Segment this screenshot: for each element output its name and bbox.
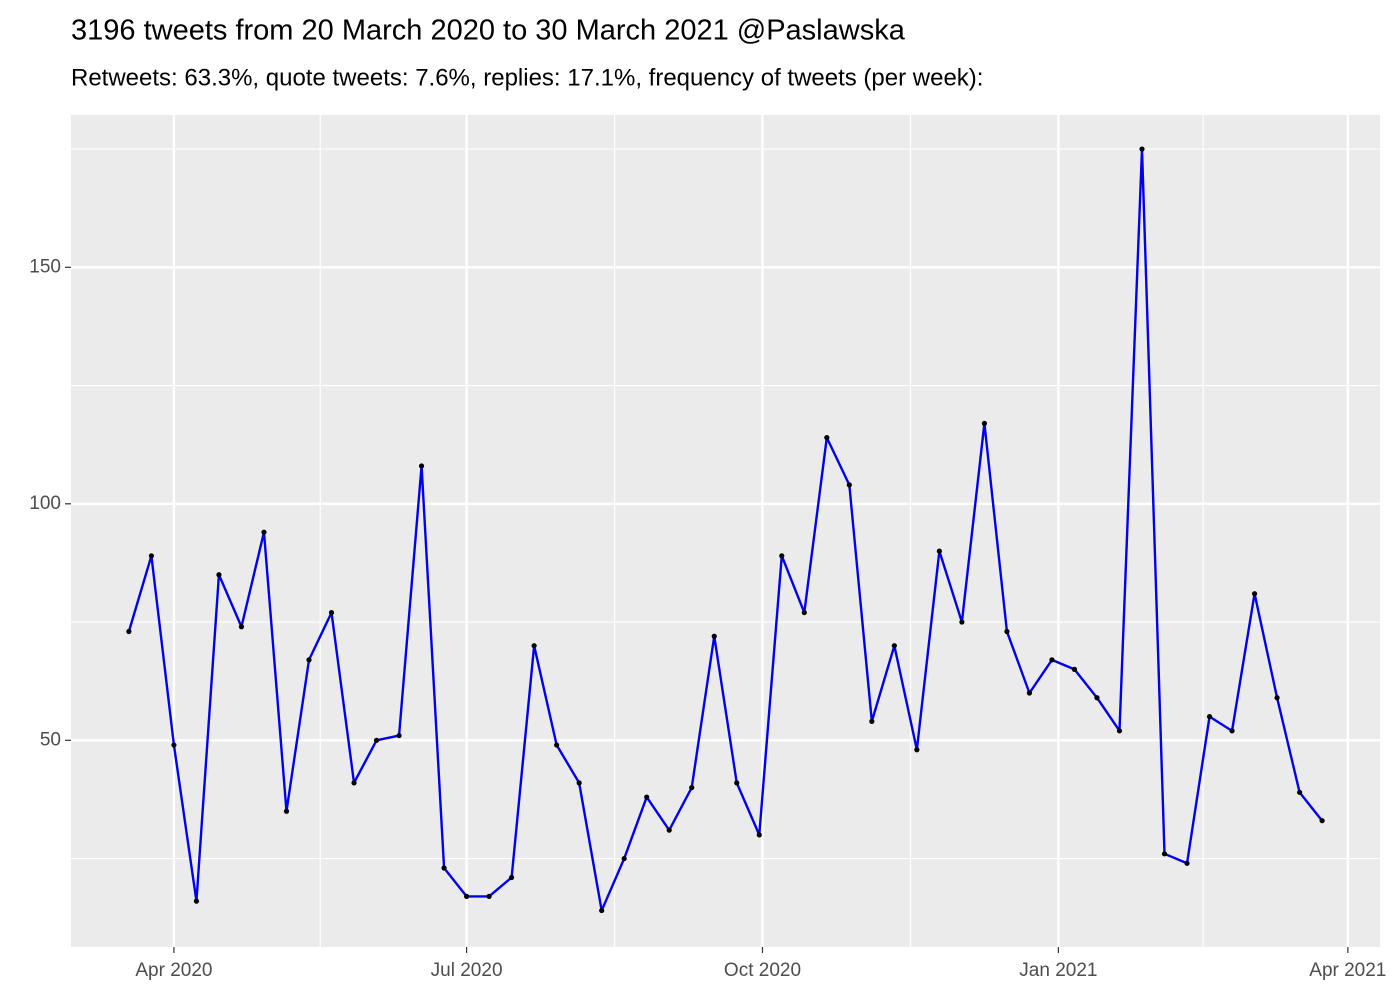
data-point [1139,146,1145,152]
x-tick-label: Apr 2021 [1309,960,1386,981]
data-point [148,553,155,559]
data-point [509,874,515,881]
data-point [779,553,785,559]
data-point [599,907,605,914]
data-point [914,747,920,753]
data-point [576,780,582,786]
plot-panel [71,115,1380,947]
data-point [261,529,267,535]
data-point [869,718,875,724]
data-point [1116,728,1123,734]
data-point [1274,695,1280,701]
chart-title: 3196 tweets from 20 March 2020 to 30 Mar… [71,15,906,47]
data-point [396,732,402,739]
series-line [127,147,1324,912]
data-point [1161,851,1168,857]
data-point [1251,591,1258,597]
data-point [328,609,335,616]
data-point [981,420,988,426]
data-point [306,657,312,663]
data-point [486,893,492,899]
y-tick-label: 50 [40,729,61,750]
data-point [666,827,672,833]
data-point [621,855,627,862]
data-point [193,898,200,904]
data-point [373,737,380,743]
data-point [1004,628,1010,635]
x-tick-label: Jan 2021 [1019,960,1097,981]
data-point [1319,818,1325,824]
data-point [1229,728,1235,734]
chart-subtitle: Retweets: 63.3%, quote tweets: 7.6%, rep… [71,64,983,91]
data-point [846,482,852,488]
data-point [824,434,830,441]
data-point [891,643,897,649]
data-point [1184,860,1190,866]
x-tick-label: Oct 2020 [724,960,801,981]
data-point [283,808,290,814]
data-point [1071,666,1078,672]
x-tick-label: Jul 2020 [431,960,503,981]
data-point [711,633,717,639]
data-point [1296,789,1303,795]
data-point [351,780,357,786]
data-point [756,832,762,838]
data-point [441,865,447,871]
data-point [644,794,650,800]
data-point [689,785,695,791]
data-point [463,893,470,899]
y-tick-label: 100 [29,493,61,514]
data-point [216,572,222,578]
data-point [734,780,740,786]
data-point [554,742,560,748]
data-point [959,619,965,625]
data-point [1026,690,1033,696]
data-point [238,624,245,630]
y-tick-label: 150 [29,256,61,277]
data-point [1094,695,1100,701]
data-point [171,742,177,748]
data-point [1049,657,1055,663]
data-point [801,609,807,616]
data-point [126,628,132,635]
data-point [936,548,942,554]
data-point [1206,714,1213,720]
x-tick-label: Apr 2020 [135,960,212,981]
data-point [531,643,537,649]
data-point [418,463,425,469]
